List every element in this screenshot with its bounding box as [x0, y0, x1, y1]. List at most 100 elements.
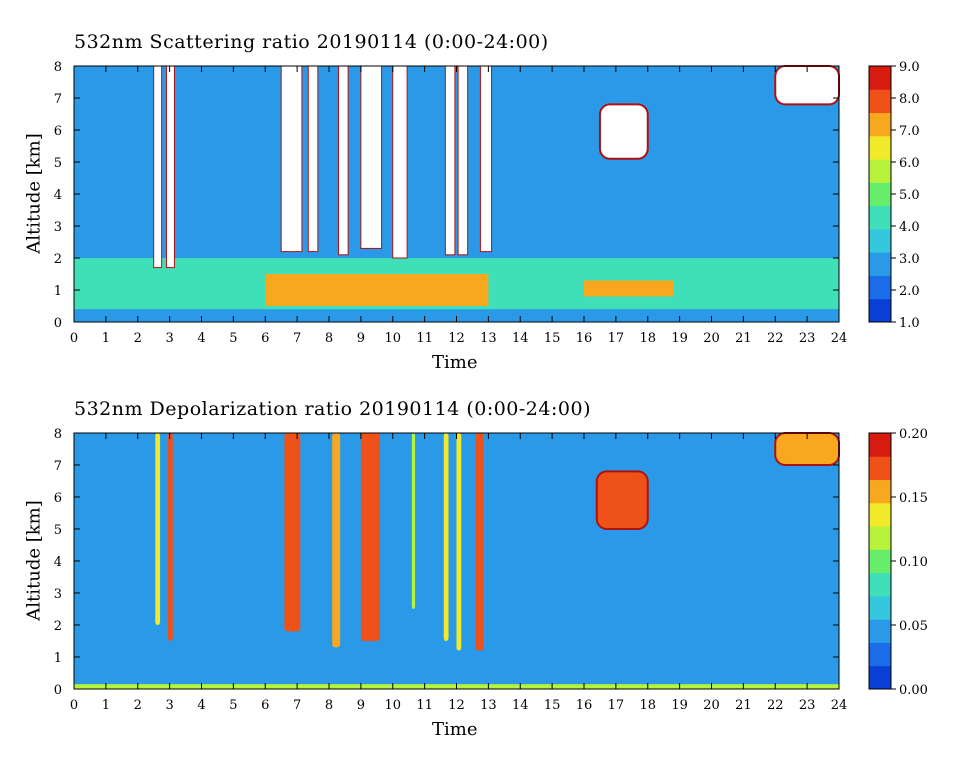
heatmap-streak [284, 433, 301, 632]
x-tick-label: 0 [70, 331, 78, 346]
colorbar-tick-label: 5.0 [899, 188, 920, 203]
x-tick-label: 0 [70, 698, 78, 713]
y-tick-label: 3 [54, 587, 62, 602]
colorbar-segment [869, 275, 891, 300]
colorbar-segment [869, 159, 891, 183]
x-tick-label: 18 [639, 331, 656, 346]
colorbar-1: 0.00 0.05 0.10 0.15 0.20 [868, 427, 928, 698]
x-tick-label: 19 [671, 698, 688, 713]
x-tick-label: 10 [384, 331, 401, 346]
colorbar-segment [869, 502, 891, 527]
colorbar-tick-label: 3.0 [899, 252, 920, 267]
no-data-column [153, 65, 163, 269]
colorbar-0: 1.0 2.0 3.0 4.0 5.0 6.0 7.0 8.0 9.0 [868, 60, 920, 331]
colorbar-segment [869, 572, 891, 597]
x-tick-label: 16 [576, 331, 593, 346]
y-tick-label: 2 [54, 252, 62, 267]
x-tick-label: 3 [165, 698, 173, 713]
x-tick-label: 8 [325, 698, 333, 713]
x-tick-label: 5 [229, 331, 237, 346]
colorbar-segment [869, 298, 891, 323]
y-tick-label: 6 [54, 124, 62, 139]
heatmap-streak [443, 433, 449, 641]
colorbar-segment [869, 549, 891, 574]
x-tick-label: 21 [735, 331, 752, 346]
x-tick-label: 19 [671, 331, 688, 346]
x-tick-label: 22 [767, 331, 784, 346]
heatmap-layer [584, 280, 674, 297]
colorbar-segment [869, 595, 891, 620]
y-tick-label: 1 [54, 284, 62, 299]
x-tick-label: 23 [799, 698, 816, 713]
no-data-column [360, 65, 383, 249]
plot-area-1: 0 1 2 3 4 5 6 7 8 9 10 11 12 13 14 15 16 17 18 19 20 21 22 23 24… [54, 427, 848, 713]
x-tick-label: 2 [134, 331, 142, 346]
x-tick-label: 7 [293, 698, 301, 713]
y-tick-label: 4 [54, 555, 62, 570]
x-tick-label: 11 [416, 331, 433, 346]
colorbar-tick-label: 2.0 [899, 284, 920, 299]
y-tick-label: 7 [54, 92, 62, 107]
x-tick-label: 24 [831, 698, 848, 713]
colorbar-tick-label: 4.0 [899, 220, 920, 235]
colorbar-tick-label: 0.05 [899, 619, 928, 634]
colorbar-tick-label: 6.0 [899, 156, 920, 171]
colorbar-segment [869, 665, 891, 690]
x-tick-label: 14 [512, 698, 529, 713]
no-data-column [444, 65, 456, 256]
x-tick-label: 22 [767, 698, 784, 713]
heatmap-streak [332, 433, 341, 648]
y-tick-label: 2 [54, 619, 62, 634]
colorbar-segment [869, 526, 891, 550]
x-tick-label: 2 [134, 698, 142, 713]
x-tick-label: 11 [416, 698, 433, 713]
x-tick-label: 17 [608, 331, 625, 346]
x-tick-label: 14 [512, 331, 529, 346]
x-tick-label: 1 [102, 331, 110, 346]
colorbar-segment [869, 479, 891, 504]
y-tick-label: 6 [54, 491, 62, 506]
y-tick-label: 5 [54, 156, 62, 171]
plot-area-0: 0 1 2 3 4 5 6 7 8 9 10 11 12 13 14 15 16 17 18 19 20 21 22 23 24… [54, 60, 848, 346]
heatmap-layer [265, 274, 489, 306]
heatmap-streak [360, 433, 380, 641]
x-tick-label: 15 [544, 331, 561, 346]
y-tick-label: 7 [54, 459, 62, 474]
x-tick-label: 6 [261, 331, 269, 346]
y-tick-label: 0 [54, 316, 62, 331]
y-tick-label: 4 [54, 188, 62, 203]
colorbar-tick-label: 0.10 [899, 555, 928, 570]
cloud-region [598, 103, 649, 160]
y-tick-label: 3 [54, 220, 62, 235]
colorbar-segment [869, 433, 891, 457]
x-tick-label: 1 [102, 698, 110, 713]
heatmap-streak [155, 433, 161, 625]
x-tick-label: 16 [576, 698, 593, 713]
y-tick-label: 8 [54, 427, 62, 442]
heatmap-streak [456, 433, 462, 651]
colorbar-segment [869, 66, 891, 90]
x-tick-label: 9 [357, 698, 365, 713]
heatmap-streak [475, 433, 484, 651]
x-axis-label-depolarization: Time [432, 719, 478, 740]
colorbar-tick-label: 7.0 [899, 124, 920, 139]
x-tick-label: 4 [197, 698, 205, 713]
colorbar-segment [869, 228, 891, 253]
colorbar-segment [869, 205, 891, 230]
colorbar-segment [869, 456, 891, 481]
colorbar-segment [869, 112, 891, 137]
colorbar-segment [869, 619, 891, 643]
x-tick-label: 9 [357, 331, 365, 346]
colorbar-segment [869, 182, 891, 207]
y-tick-label: 5 [54, 523, 62, 538]
x-tick-label: 5 [229, 698, 237, 713]
x-tick-label: 12 [448, 698, 465, 713]
x-tick-label: 21 [735, 698, 752, 713]
y-tick-label: 8 [54, 60, 62, 75]
colorbar-segment [869, 642, 891, 667]
x-tick-label: 13 [480, 698, 497, 713]
no-data-column [280, 65, 303, 253]
x-tick-label: 18 [639, 698, 656, 713]
cloud-region [595, 470, 649, 530]
